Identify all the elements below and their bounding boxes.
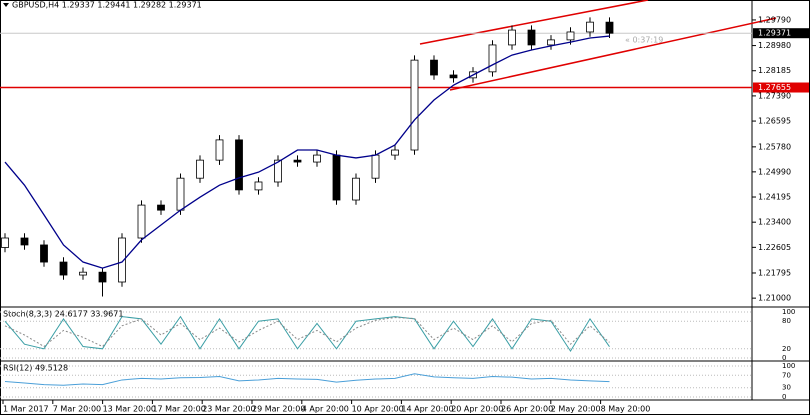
chart-title: GBPUSD,H4 1.29337 1.29441 1.29282 1.2937… — [12, 1, 202, 10]
current-price-box — [753, 28, 809, 39]
indicator-line — [4, 373, 610, 386]
candle-body — [59, 261, 68, 276]
y-tick-label: 1.24195 — [758, 193, 791, 202]
candle-body — [566, 31, 575, 41]
x-tick-label: 7 Mar 20:00 — [53, 405, 101, 414]
candle-body — [196, 159, 204, 179]
candle-body — [274, 159, 282, 183]
level-label-box — [753, 82, 809, 93]
indicator-line — [4, 317, 610, 348]
x-tick-label: 13 Mar 20:00 — [103, 405, 156, 414]
candle-body — [332, 154, 341, 201]
candle-body — [371, 154, 380, 179]
candle-body — [449, 74, 458, 79]
y-tick-label: 1.28980 — [758, 41, 791, 50]
y-tick-label: 1.26595 — [758, 117, 791, 126]
y-tick-label: 70 — [782, 371, 791, 379]
symbol-menu-icon[interactable] — [3, 3, 9, 7]
candle-body — [118, 237, 126, 283]
y-tick-label: 100 — [782, 362, 795, 370]
level-label: 1.27655 — [758, 83, 791, 92]
y-tick-label: 80 — [782, 317, 791, 325]
rsi-title: RSI(12) 49.5128 — [3, 364, 68, 373]
y-tick-label: 1.25780 — [758, 142, 791, 151]
current-price-label: 1.29371 — [758, 29, 791, 38]
x-tick-label: 8 May 20:00 — [601, 405, 651, 414]
y-tick-label: 20 — [782, 345, 791, 353]
candle-body — [430, 59, 438, 76]
y-tick-label: 30 — [782, 384, 791, 392]
candle-body — [527, 29, 536, 46]
candle-body — [235, 139, 243, 191]
candle-body — [410, 59, 419, 151]
y-tick-label: 0 — [782, 393, 786, 401]
candle-body — [293, 159, 302, 163]
y-tick-label: 1.27390 — [758, 91, 791, 100]
y-tick-label: 1.21000 — [758, 294, 791, 303]
candle-body — [40, 244, 48, 263]
x-tick-label: 23 Mar 20:00 — [202, 405, 255, 414]
candle-body — [254, 181, 263, 191]
candle-body — [313, 154, 321, 163]
x-tick-label: 17 Mar 20:00 — [152, 405, 205, 414]
x-tick-label: 14 Apr 20:00 — [401, 405, 453, 414]
y-tick-label: 1.24990 — [758, 167, 791, 176]
y-tick-label: 0 — [782, 354, 786, 362]
x-tick-label: 4 Apr 20:00 — [302, 405, 349, 414]
x-tick-label: 1 Mar 2017 — [3, 405, 49, 414]
candle-body — [79, 271, 87, 276]
candle-body — [586, 21, 594, 33]
y-tick-label: 1.29790 — [758, 15, 791, 24]
candle-body — [605, 21, 614, 34]
bar-timer: « 0:37:19 — [625, 36, 663, 45]
y-tick-label: 1.21795 — [758, 268, 791, 277]
stoch-title: Stoch(8,3,3) 24.6177 33.9671 — [3, 310, 123, 319]
x-tick-label: 20 Apr 20:00 — [451, 405, 503, 414]
candle-body — [137, 204, 146, 239]
y-tick-label: 1.28185 — [758, 66, 791, 75]
y-tick-label: 1.22605 — [758, 243, 791, 252]
candle-body — [547, 39, 555, 46]
channel-lower — [449, 17, 777, 91]
x-tick-label: 29 Mar 20:00 — [252, 405, 305, 414]
candle-body — [508, 29, 516, 46]
moving-average — [4, 35, 610, 269]
candle-body — [352, 177, 360, 201]
x-tick-label: 26 Apr 20:00 — [501, 405, 553, 414]
y-tick-label: 100 — [782, 308, 795, 316]
x-tick-label: 2 May 20:00 — [551, 405, 601, 414]
candle-body — [1, 237, 9, 248]
candle-body — [488, 44, 497, 73]
y-tick-label: 1.23400 — [758, 218, 791, 227]
channel-upper — [419, 0, 649, 45]
candle-body — [215, 139, 224, 161]
x-tick-label: 10 Apr 20:00 — [352, 405, 404, 414]
candle-body — [176, 177, 185, 211]
candle-body — [391, 149, 399, 156]
candle-body — [157, 204, 165, 211]
candle-body — [20, 237, 29, 246]
candle-body — [98, 271, 107, 283]
